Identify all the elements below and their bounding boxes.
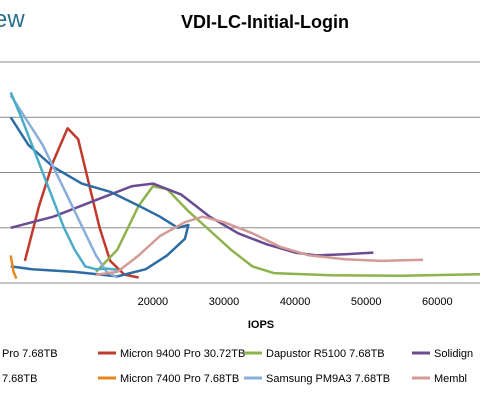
chart-title: VDI-LC-Initial-Login <box>181 12 349 32</box>
series-line-1 <box>95 185 480 278</box>
series-lines <box>9 91 480 280</box>
legend-label: Solidign <box>434 348 473 360</box>
legend-label: Micron 7400 Pro 7.68TB <box>120 373 239 385</box>
series-line-6 <box>95 215 424 276</box>
gridlines <box>0 61 480 284</box>
x-tick-label: 30000 <box>209 296 240 308</box>
legend-label: Dapustor R5100 7.68TB <box>266 348 385 360</box>
brand-logo-text: ew <box>0 6 25 33</box>
x-axis-label: IOPS <box>248 319 274 331</box>
x-tick-label: 50000 <box>351 296 382 308</box>
legend-label: Pro 7.68TB <box>2 348 58 360</box>
legend: Pro 7.68TB Micron 9400 Pro 30.72TB Dapusto… <box>2 348 473 385</box>
x-tick-label: 40000 <box>280 296 311 308</box>
series-line-7 <box>9 91 118 271</box>
series-line-0 <box>23 127 139 279</box>
x-tick-label: 60000 <box>422 296 453 308</box>
legend-label: 7.68TB <box>2 373 37 385</box>
x-axis-ticks: 20000 30000 40000 50000 60000 <box>138 296 453 308</box>
legend-label: Samsung PM9A3 7.68TB <box>266 373 390 385</box>
legend-label: Micron 9400 Pro 30.72TB <box>120 348 245 360</box>
x-tick-label: 20000 <box>138 296 169 308</box>
series-line-5 <box>9 94 118 279</box>
legend-label: Membl <box>434 373 467 385</box>
series-line-3 <box>9 116 190 278</box>
series-line-4 <box>9 255 18 280</box>
